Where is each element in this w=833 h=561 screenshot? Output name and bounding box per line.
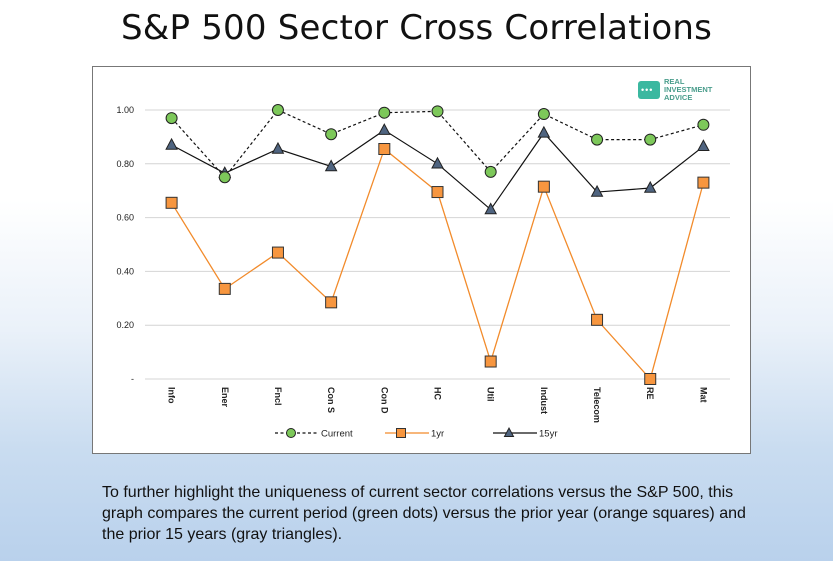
legend-label: 15yr [539,429,557,440]
data-point-current [271,104,284,116]
data-point-1yr [431,186,444,199]
data-point-current [537,108,550,121]
data-point-15yr [377,123,391,135]
x-tick-label: Telecom [592,387,602,423]
logo-line-2: INVESTMENT [664,85,713,94]
x-tick-label: Mat [698,387,708,403]
logo-line-1: REAL [664,77,685,86]
data-point-current [431,105,444,118]
data-point-1yr [591,313,604,326]
legend-label: Current [321,429,353,440]
caption-text: To further highlight the uniqueness of c… [102,484,746,543]
x-tick-label: Ener [220,387,230,408]
data-point-15yr [590,184,604,197]
x-tick-label: Info [167,387,177,404]
data-point-15yr [484,202,498,215]
y-tick-label: 0.40 [116,266,134,276]
data-point-1yr [644,373,657,385]
data-point-1yr [165,196,178,209]
logo-text: REAL INVESTMENT ADVICE [664,78,712,102]
x-tick-label: HC [433,387,443,400]
page-title: S&P 500 Sector Cross Correlations [120,8,713,48]
x-tick-label: Util [486,387,496,402]
data-point-current [644,133,657,146]
legend-label: 1yr [431,429,444,440]
data-point-current [378,106,391,119]
legend-marker-1yr [396,428,406,438]
legend-marker-current [286,428,296,438]
y-tick-label: - [131,374,134,384]
chart-area: - 0.20 0.40 0.60 0.80 1.00 Info Ener Fncl Con S Co… [92,66,751,454]
data-point-1yr [697,176,710,189]
data-point-15yr [697,139,710,152]
logo: ••• REAL INVESTMENT ADVICE [638,78,738,104]
x-tick-label: Indust [539,387,549,414]
data-point-current [484,165,497,178]
logo-badge-icon: ••• [638,81,660,99]
data-point-1yr [484,355,497,368]
data-point-15yr [324,159,338,172]
data-point-15yr [643,180,657,193]
data-point-15yr [271,141,285,154]
y-tick-label: 0.20 [116,320,134,330]
x-tick-label: RE [645,387,655,400]
x-tick-label: Con D [379,387,389,414]
data-point-1yr [271,246,284,259]
data-point-1yr [378,143,391,156]
data-point-1yr [537,180,550,193]
data-point-15yr [431,156,444,169]
data-point-1yr [218,282,231,295]
data-point-1yr [325,296,338,309]
legend-marker-15yr [503,426,515,437]
y-tick-label: 1.00 [116,105,134,115]
line-chart: - 0.20 0.40 0.60 0.80 1.00 Info Ener Fncl Con S Co… [116,104,730,440]
data-point-current [218,171,231,184]
data-point-current [325,128,338,141]
data-point-15yr [165,137,178,150]
x-tick-label: Con S [326,387,336,413]
y-tick-label: 0.80 [116,159,134,169]
y-tick-label: 0.60 [116,213,134,223]
data-point-current [697,118,710,131]
x-tick-label: Fncl [273,387,283,406]
data-point-15yr [537,125,551,138]
logo-line-3: ADVICE [664,93,693,102]
data-point-current [165,112,178,125]
data-point-current [591,133,604,146]
series-line-1yr [171,147,705,381]
